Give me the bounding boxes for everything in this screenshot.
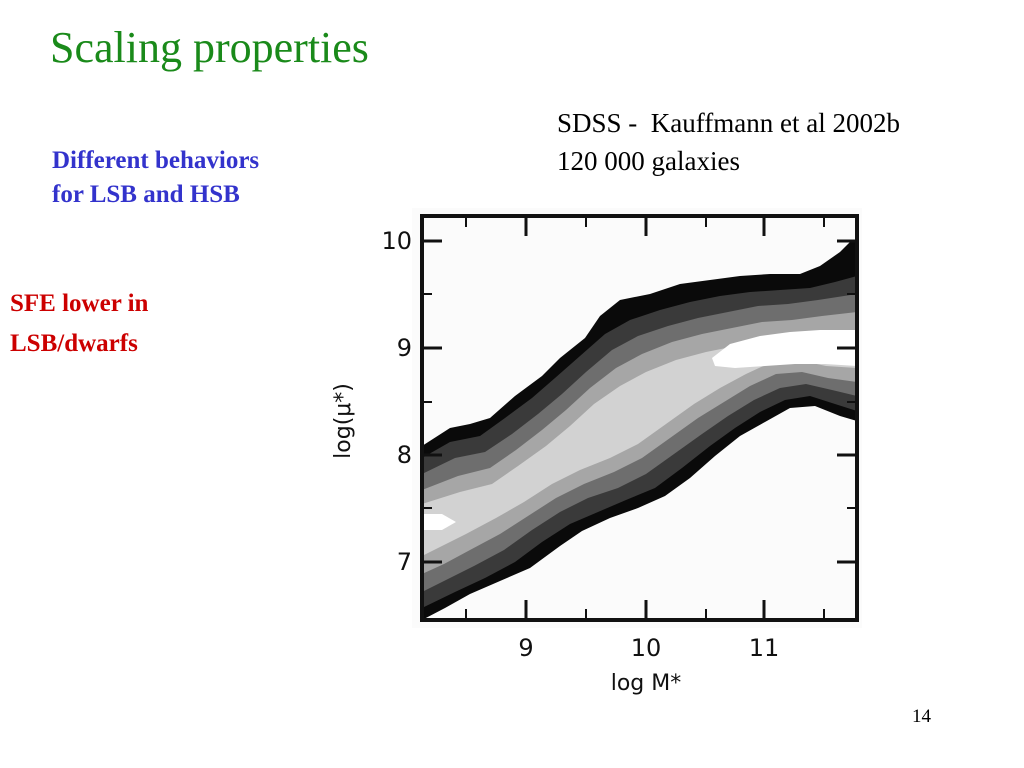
contour-peak-low-mass xyxy=(422,514,456,530)
contour-peak-high-mass xyxy=(712,330,857,368)
subtitle-line-1: Different behaviors xyxy=(52,147,260,174)
x-ticks xyxy=(524,216,766,620)
y-minor-ticks xyxy=(422,293,857,509)
x-tick-label-10: 10 xyxy=(631,634,662,662)
y-tick-label-8: 8 xyxy=(397,441,412,469)
contour-plot: 9 10 11 7 8 9 10 log M* log(μ*) xyxy=(320,196,880,711)
y-tick-label-7: 7 xyxy=(397,548,412,576)
x-tick-label-9: 9 xyxy=(518,634,533,662)
x-tick-label-11: 11 xyxy=(749,634,780,662)
y-axis-label: log(μ*) xyxy=(331,383,356,459)
subtitle-line-2: for LSB and HSB xyxy=(52,181,240,208)
plot-frame xyxy=(420,214,859,622)
x-minor-ticks xyxy=(465,216,825,620)
subtitle-text: Different behaviors for LSB and HSB xyxy=(52,144,259,212)
source-line-1: SDSS - Kauffmann et al 2002b xyxy=(557,108,900,138)
y-tick-label-10: 10 xyxy=(381,227,412,255)
contour-band-lightgray xyxy=(422,312,857,574)
slide-number: 14 xyxy=(912,706,931,727)
source-citation: SDSS - Kauffmann et al 2002b 120 000 gal… xyxy=(557,104,900,180)
sfe-note-line-2: LSB/dwarfs xyxy=(10,330,138,357)
sfe-note: SFE lower in LSB/dwarfs xyxy=(10,284,148,364)
source-line-2: 120 000 galaxies xyxy=(557,146,740,176)
sfe-note-line-1: SFE lower in xyxy=(10,290,149,317)
contour-bands xyxy=(422,240,857,620)
x-axis-label: log M* xyxy=(611,671,682,696)
y-ticks xyxy=(422,239,857,564)
contour-plot-svg: 9 10 11 7 8 9 10 log M* log(μ*) xyxy=(331,208,862,696)
slide-title: Scaling properties xyxy=(50,23,369,72)
y-tick-label-9: 9 xyxy=(397,334,412,362)
